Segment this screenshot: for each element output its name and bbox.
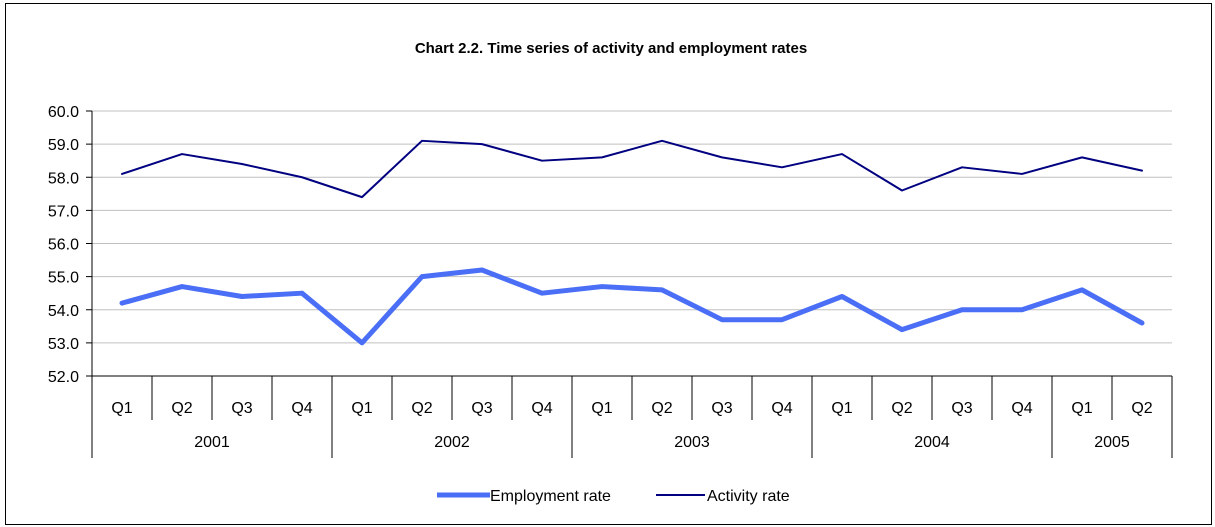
- x-category-label: Q1: [111, 400, 132, 417]
- y-tick-label: 55.0: [48, 270, 79, 287]
- x-axis-categories: Q1 Q2 Q3 Q4 Q1 Q2 Q3 Q4 Q1 Q2 Q3 Q4 Q1 Q2 Q3 Q4 Q1 Q22001…: [111, 400, 1152, 451]
- x-category-label: Q2: [411, 400, 432, 417]
- x-category-label: Q4: [771, 400, 792, 417]
- series-lines: [119, 139, 1145, 346]
- y-tick-label: 52.0: [48, 369, 79, 386]
- x-year-label: 2005: [1094, 434, 1130, 451]
- x-year-label: 2002: [434, 434, 470, 451]
- x-year-label: 2001: [194, 434, 230, 451]
- axes: [86, 110, 1173, 458]
- x-category-label: Q3: [471, 400, 492, 417]
- x-category-label: Q4: [1011, 400, 1032, 417]
- x-category-label: Q2: [891, 400, 912, 417]
- y-tick-label: 60.0: [48, 104, 79, 121]
- y-tick-label: 54.0: [48, 303, 79, 320]
- x-category-label: Q1: [831, 400, 852, 417]
- x-year-label: 2003: [674, 434, 710, 451]
- x-category-label: Q2: [651, 400, 672, 417]
- x-category-label: Q2: [171, 400, 192, 417]
- y-tick-label: 58.0: [48, 170, 79, 187]
- x-category-label: Q3: [951, 400, 972, 417]
- y-axis-ticks: 52.0 53.0 54.0 55.0 56.0 57.0 58.0 59.0 60.0: [48, 104, 79, 386]
- x-category-label: Q2: [1131, 400, 1152, 417]
- x-category-label: Q3: [231, 400, 252, 417]
- x-category-label: Q1: [591, 400, 612, 417]
- x-category-label: Q1: [1071, 400, 1092, 417]
- chart-title: Chart 2.2. Time series of activity and e…: [415, 40, 807, 57]
- y-tick-label: 56.0: [48, 237, 79, 254]
- x-category-label: Q1: [351, 400, 372, 417]
- x-category-label: Q3: [711, 400, 732, 417]
- y-tick-label: 59.0: [48, 137, 79, 154]
- series-line-0: [119, 267, 1145, 346]
- y-tick-label: 53.0: [48, 336, 79, 353]
- x-category-label: Q4: [291, 400, 312, 417]
- x-year-label: 2004: [914, 434, 950, 451]
- legend-label: Employment rate: [490, 488, 611, 505]
- legend-label: Activity rate: [707, 488, 790, 505]
- series-line-1: [121, 139, 1143, 199]
- y-tick-label: 57.0: [48, 203, 79, 220]
- chart-frame: [5, 3, 1212, 525]
- legend: Employment rate Activity rate: [437, 488, 790, 505]
- x-category-label: Q4: [531, 400, 552, 417]
